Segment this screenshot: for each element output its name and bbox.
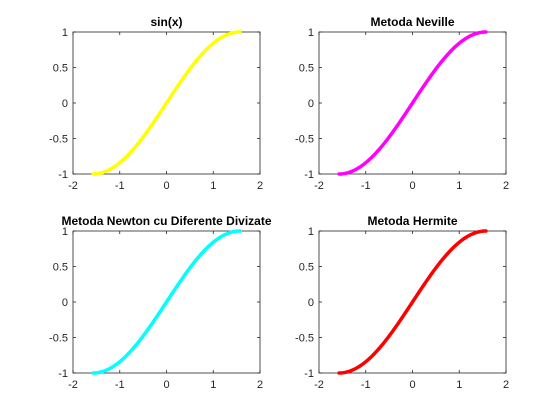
x-tick-label: 1 bbox=[210, 379, 216, 391]
x-tick-label: -2 bbox=[68, 180, 78, 192]
y-tick-label: -1 bbox=[304, 368, 314, 380]
series-line bbox=[91, 229, 242, 375]
series-line bbox=[337, 30, 488, 176]
y-tick-label: 1 bbox=[62, 226, 68, 238]
subplot-title: Metoda Neville bbox=[370, 15, 454, 29]
y-tick-label: 0.5 bbox=[299, 63, 314, 75]
y-tick-label: -1 bbox=[58, 368, 68, 380]
x-tick-label: 2 bbox=[257, 379, 263, 391]
x-tick-label: -1 bbox=[361, 180, 371, 192]
subplot-title: Metoda Hermite bbox=[367, 214, 457, 228]
y-tick-label: -0.5 bbox=[295, 134, 314, 146]
x-tick-label: -2 bbox=[314, 180, 324, 192]
y-tick-label: -0.5 bbox=[49, 333, 68, 345]
y-tick-label: 0 bbox=[62, 98, 68, 110]
x-tick-label: 2 bbox=[503, 379, 509, 391]
y-tick-label: 1 bbox=[62, 27, 68, 39]
x-tick-label: -2 bbox=[314, 379, 324, 391]
y-tick-label: 0.5 bbox=[53, 63, 68, 75]
y-tick-label: 1 bbox=[308, 27, 314, 39]
x-tick-label: 2 bbox=[503, 180, 509, 192]
series-line bbox=[337, 229, 488, 375]
x-tick-label: 1 bbox=[456, 180, 462, 192]
series-line bbox=[91, 30, 242, 176]
subplot-title: sin(x) bbox=[150, 15, 182, 29]
x-tick-label: -1 bbox=[115, 379, 125, 391]
x-tick-label: 0 bbox=[163, 379, 169, 391]
x-tick-label: -2 bbox=[68, 379, 78, 391]
x-tick-label: 0 bbox=[409, 180, 415, 192]
x-tick-label: 1 bbox=[210, 180, 216, 192]
y-tick-label: 0 bbox=[308, 297, 314, 309]
subplot-title: Metoda Newton cu Diferente Divizate bbox=[61, 214, 271, 228]
y-tick-label: 0 bbox=[308, 98, 314, 110]
y-tick-label: 0.5 bbox=[53, 262, 68, 274]
y-tick-label: 1 bbox=[308, 226, 314, 238]
x-tick-label: 0 bbox=[409, 379, 415, 391]
x-tick-label: 2 bbox=[257, 180, 263, 192]
y-tick-label: -0.5 bbox=[49, 134, 68, 146]
x-tick-label: 0 bbox=[163, 180, 169, 192]
x-tick-label: -1 bbox=[361, 379, 371, 391]
y-tick-label: -1 bbox=[304, 169, 314, 181]
x-tick-label: 1 bbox=[456, 379, 462, 391]
y-tick-label: 0.5 bbox=[299, 262, 314, 274]
y-tick-label: -1 bbox=[58, 169, 68, 181]
y-tick-label: 0 bbox=[62, 297, 68, 309]
y-tick-label: -0.5 bbox=[295, 333, 314, 345]
x-tick-label: -1 bbox=[115, 180, 125, 192]
